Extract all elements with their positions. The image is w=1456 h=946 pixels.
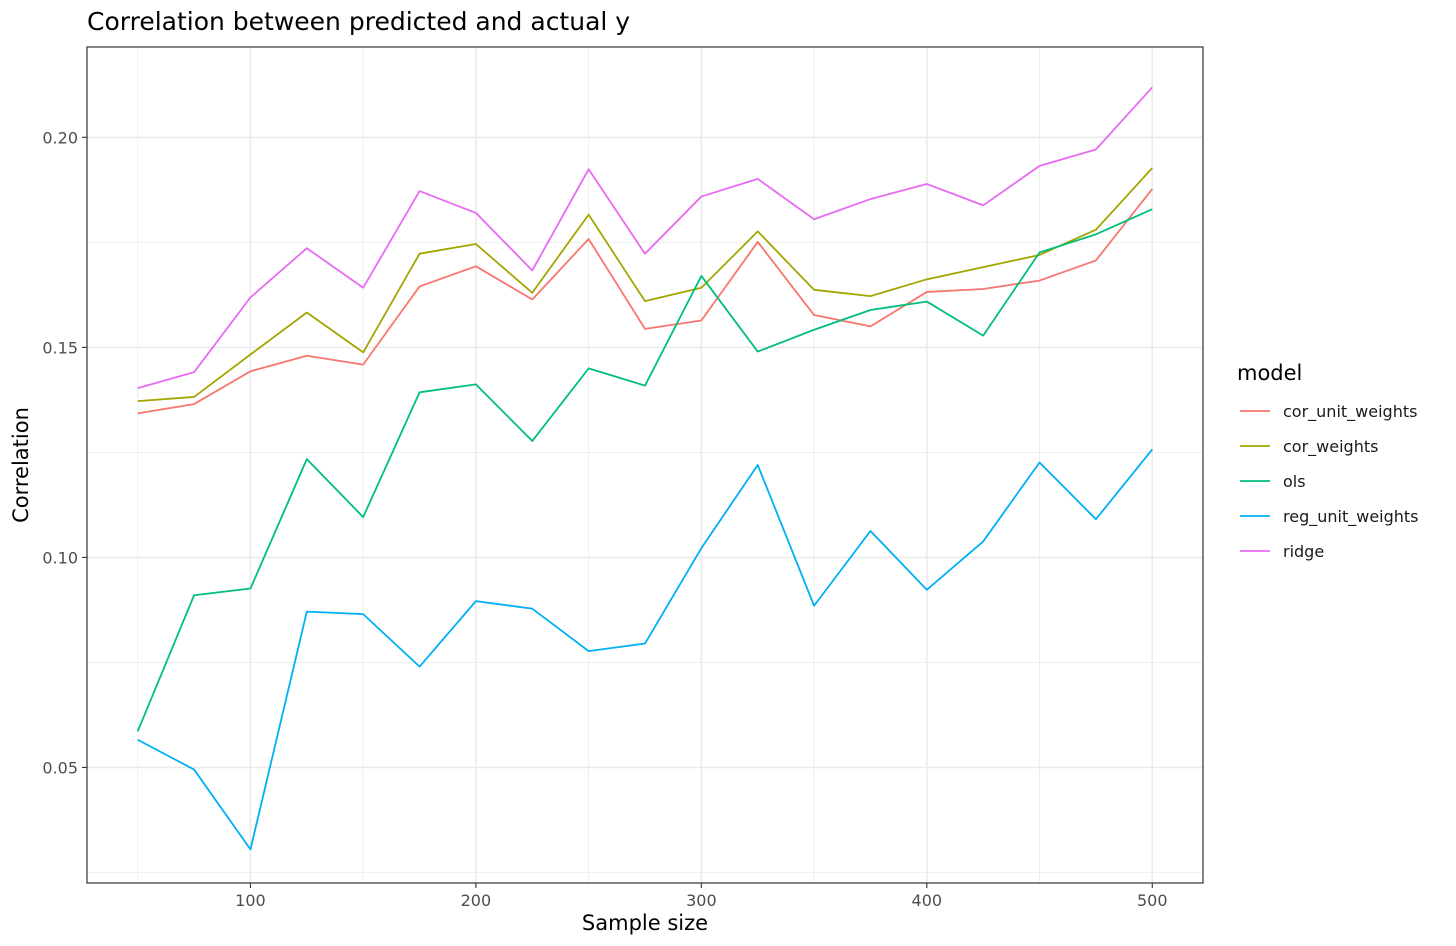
legend-title: model: [1237, 361, 1302, 385]
x-axis-title: Sample size: [582, 911, 708, 935]
y-axis: 0.05 0.10 0.15 0.20: [42, 128, 87, 777]
x-axis: 100 200 300 400 500: [235, 883, 1168, 910]
series-layer: [136, 86, 1153, 851]
legend-label: cor_unit_weights: [1283, 402, 1417, 422]
x-tick-label: 500: [1137, 891, 1168, 910]
x-tick-label: 100: [235, 891, 266, 910]
series-line-cor-weights: [137, 167, 1153, 403]
series-line-reg-unit-weights: [137, 448, 1153, 851]
y-tick-label: 0.05: [42, 758, 78, 777]
legend-label: ridge: [1283, 542, 1324, 561]
y-tick-label: 0.20: [42, 128, 78, 147]
legend-item-reg-unit-weights: reg_unit_weights: [1240, 507, 1419, 527]
x-tick-label: 400: [912, 891, 943, 910]
series-line-ridge: [137, 86, 1153, 389]
legend-label: cor_weights: [1283, 437, 1378, 457]
legend-label: reg_unit_weights: [1283, 507, 1419, 527]
series-line-ols: [136, 208, 1153, 732]
y-tick-label: 0.15: [42, 338, 78, 357]
legend-item-ols: ols: [1240, 472, 1306, 491]
legend-item-cor-unit-weights: cor_unit_weights: [1240, 402, 1417, 422]
x-tick-label: 200: [461, 891, 492, 910]
y-axis-title: Correlation: [9, 407, 33, 523]
y-tick-label: 0.10: [42, 548, 78, 567]
chart-title: Correlation between predicted and actual…: [87, 7, 630, 36]
plot-panel-border: [86, 46, 1204, 884]
series-line-cor-unit-weights: [137, 188, 1153, 415]
x-tick-label: 300: [686, 891, 717, 910]
legend-item-ridge: ridge: [1240, 542, 1324, 561]
legend-item-cor-weights: cor_weights: [1240, 437, 1378, 457]
legend-label: ols: [1283, 472, 1306, 491]
plot-grid: [87, 47, 1203, 883]
